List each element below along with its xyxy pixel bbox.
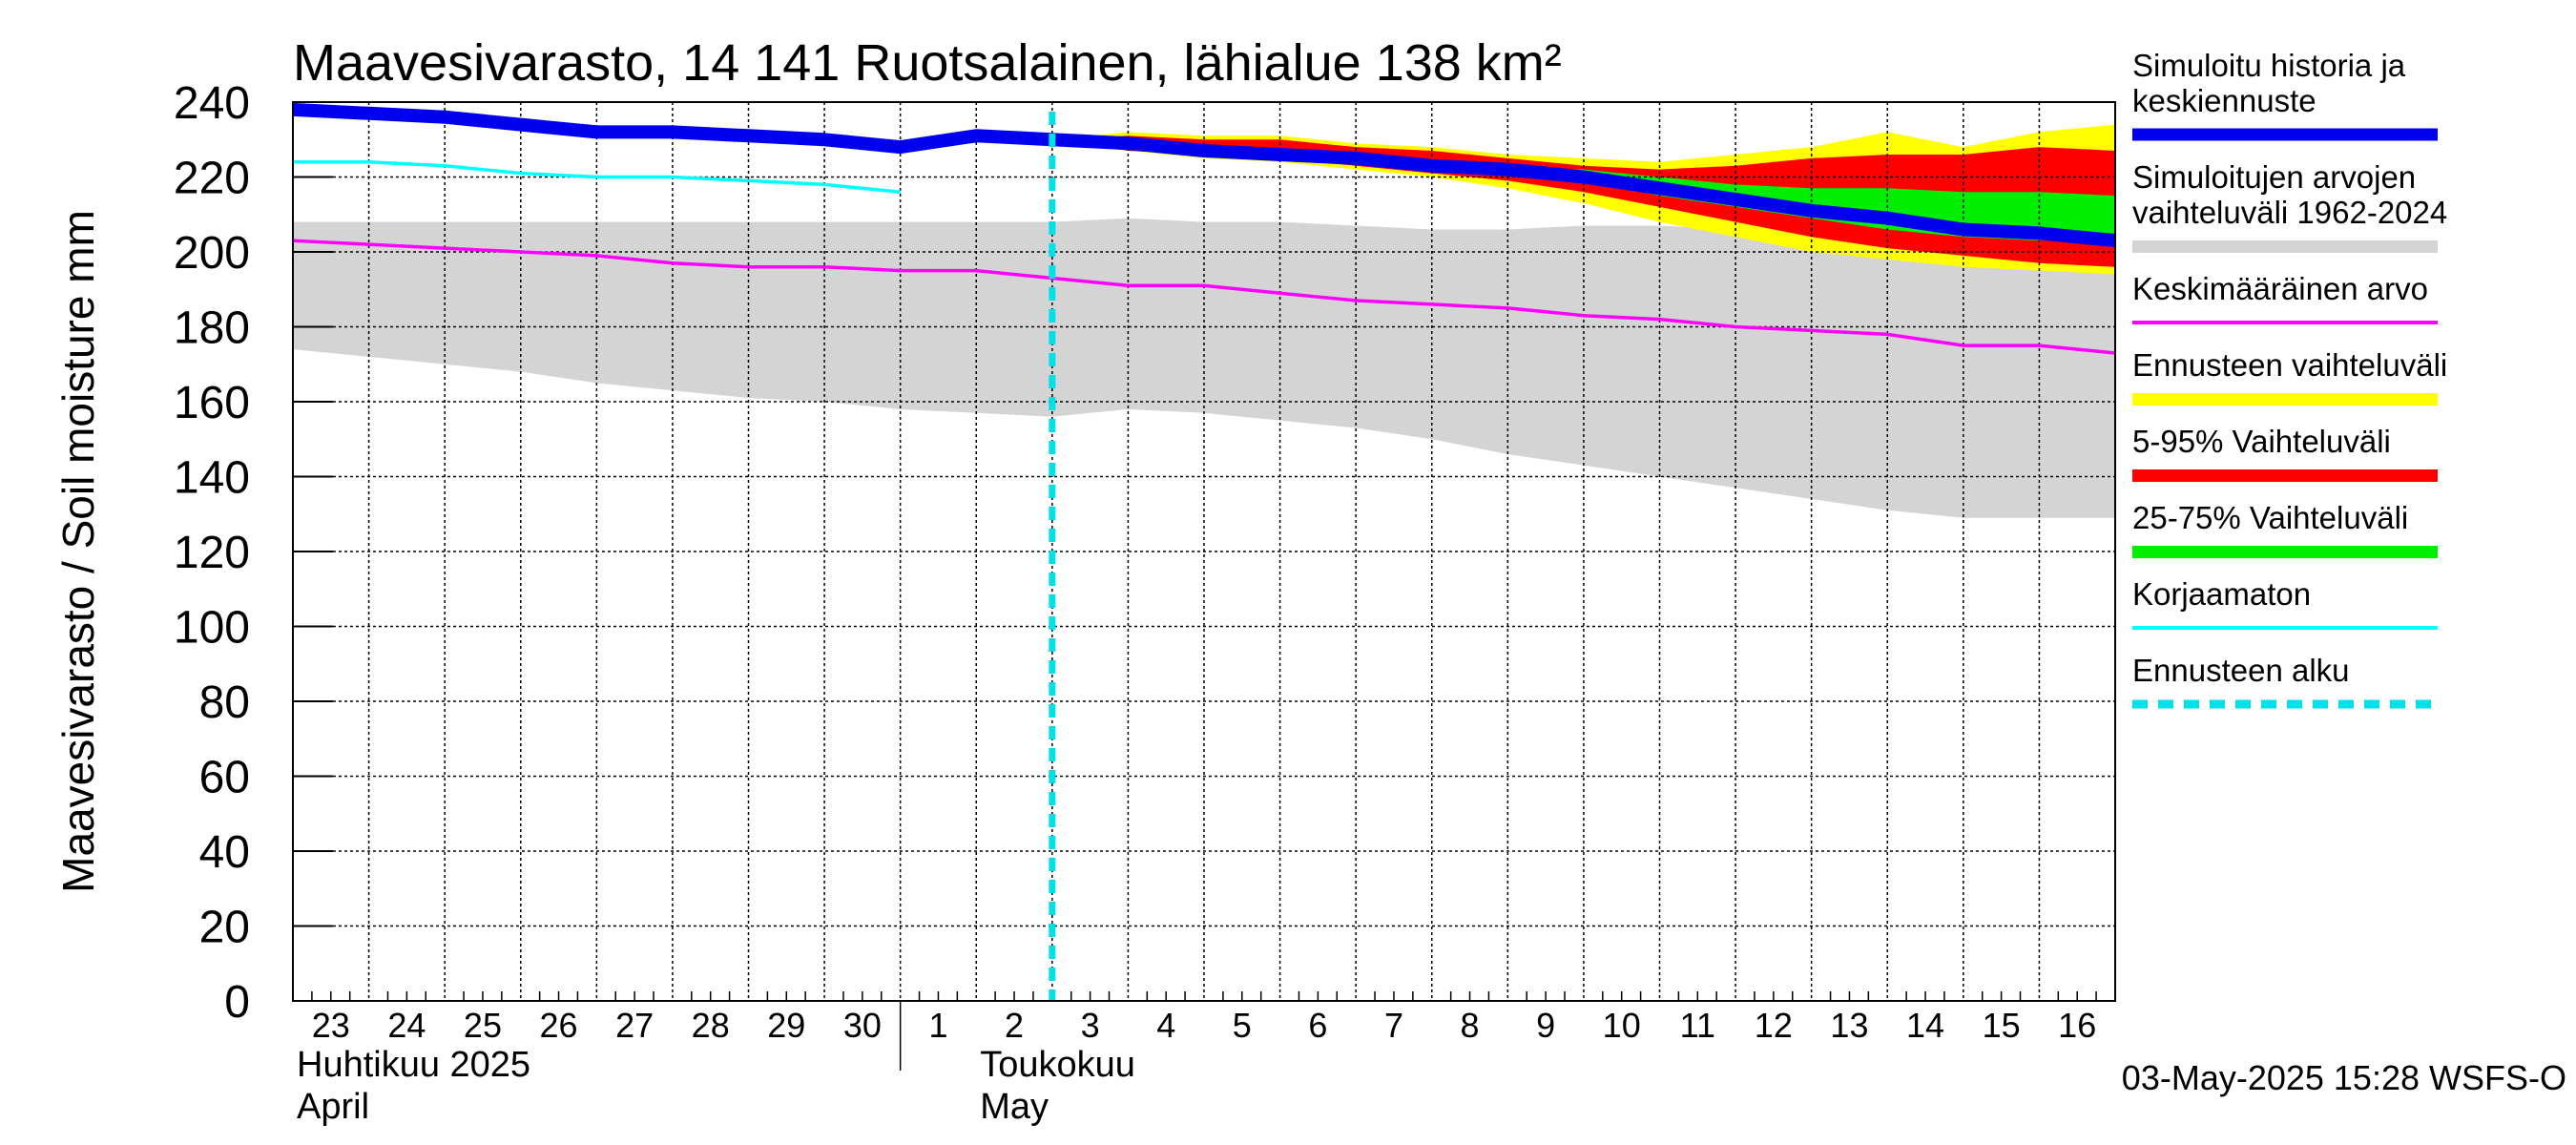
x-tick-label: 24 — [387, 1006, 426, 1045]
legend-swatch — [2132, 393, 2438, 406]
x-tick-label: 16 — [2058, 1006, 2096, 1045]
x-axis: 23 24 25 26 27 28 29 30 1 2 3 4 5 6 7 8 9 10 11 12 13 14 15 16H… — [297, 991, 2097, 1127]
legend-label: Simuloitujen arvojen — [2132, 159, 2416, 195]
grid — [293, 101, 2115, 1002]
x-tick-label: 5 — [1233, 1006, 1252, 1045]
footer-timestamp: 03-May-2025 15:28 WSFS-O — [2122, 1058, 2566, 1097]
x-tick-label: 29 — [767, 1006, 805, 1045]
x-tick-label: 12 — [1755, 1006, 1793, 1045]
y-tick-label: 100 — [174, 603, 250, 654]
y-tick-label: 140 — [174, 453, 250, 504]
x-tick-label: 4 — [1156, 1006, 1175, 1045]
x-tick-label: 2 — [1005, 1006, 1024, 1045]
forecast-median-line — [1051, 133, 2115, 248]
legend-label: vaihteluväli 1962-2024 — [2132, 195, 2447, 230]
legend-label: keskiennuste — [2132, 83, 2316, 118]
x-tick-label: 10 — [1603, 1006, 1641, 1045]
x-tick-label: 6 — [1308, 1006, 1327, 1045]
month-label-en: April — [297, 1087, 369, 1127]
y-tick-label: 40 — [199, 827, 250, 878]
legend-label: Korjaamaton — [2132, 576, 2311, 612]
legend-label: Ennusteen alku — [2132, 653, 2350, 688]
history-line — [293, 102, 1053, 155]
month-label: Huhtikuu 2025 — [297, 1045, 530, 1085]
legend-swatch — [2132, 240, 2438, 253]
month-label-en: May — [980, 1087, 1049, 1127]
x-tick-label: 15 — [1983, 1006, 2021, 1045]
y-tick-label: 0 — [224, 977, 250, 1028]
y-tick-label: 80 — [199, 677, 250, 728]
x-tick-label: 8 — [1461, 1006, 1480, 1045]
data-lines — [293, 102, 2115, 1001]
legend-label: Ennusteen vaihteluväli — [2132, 347, 2447, 383]
legend-label: 5-95% Vaihteluväli — [2132, 424, 2391, 459]
x-tick-label: 30 — [843, 1006, 882, 1045]
uncorrected-line — [293, 160, 901, 194]
legend-label: Keskimääräinen arvo — [2132, 271, 2428, 306]
x-tick-label: 7 — [1384, 1006, 1403, 1045]
month-label: Toukokuu — [980, 1045, 1135, 1085]
y-tick-label: 60 — [199, 753, 250, 803]
p5-95-band — [1051, 135, 2115, 267]
y-tick-label: 240 — [174, 78, 250, 129]
y-tick-label: 220 — [174, 154, 250, 204]
y-tick-label: 120 — [174, 528, 250, 578]
x-tick-label: 27 — [615, 1006, 654, 1045]
x-tick-label: 25 — [464, 1006, 502, 1045]
mean-line — [293, 239, 2115, 355]
y-tick-label: 180 — [174, 303, 250, 354]
y-axis: 0 20 40 60 80 100 120 140 160 180 200 220 240 — [174, 78, 333, 1028]
x-tick-label: 1 — [928, 1006, 947, 1045]
legend-swatch — [2132, 469, 2438, 482]
x-tick-label: 3 — [1081, 1006, 1100, 1045]
legend-label: Simuloitu historia ja — [2132, 48, 2406, 83]
y-axis-label: Maavesivarasto / Soil moisture mm — [53, 210, 103, 893]
chart-title: Maavesivarasto, 14 141 Ruotsalainen, läh… — [293, 34, 1562, 92]
legend-swatch — [2132, 546, 2438, 558]
x-tick-label: 11 — [1680, 1006, 1715, 1045]
y-tick-label: 160 — [174, 378, 250, 428]
x-tick-label: 13 — [1830, 1006, 1868, 1045]
x-tick-label: 28 — [692, 1006, 730, 1045]
x-tick-label: 23 — [312, 1006, 350, 1045]
x-tick-label: 9 — [1536, 1006, 1555, 1045]
legend-label: 25-75% Vaihteluväli — [2132, 500, 2408, 535]
x-tick-label: 14 — [1906, 1006, 1944, 1045]
x-tick-label: 26 — [540, 1006, 578, 1045]
y-tick-label: 20 — [199, 903, 250, 953]
y-tick-label: 200 — [174, 228, 250, 279]
